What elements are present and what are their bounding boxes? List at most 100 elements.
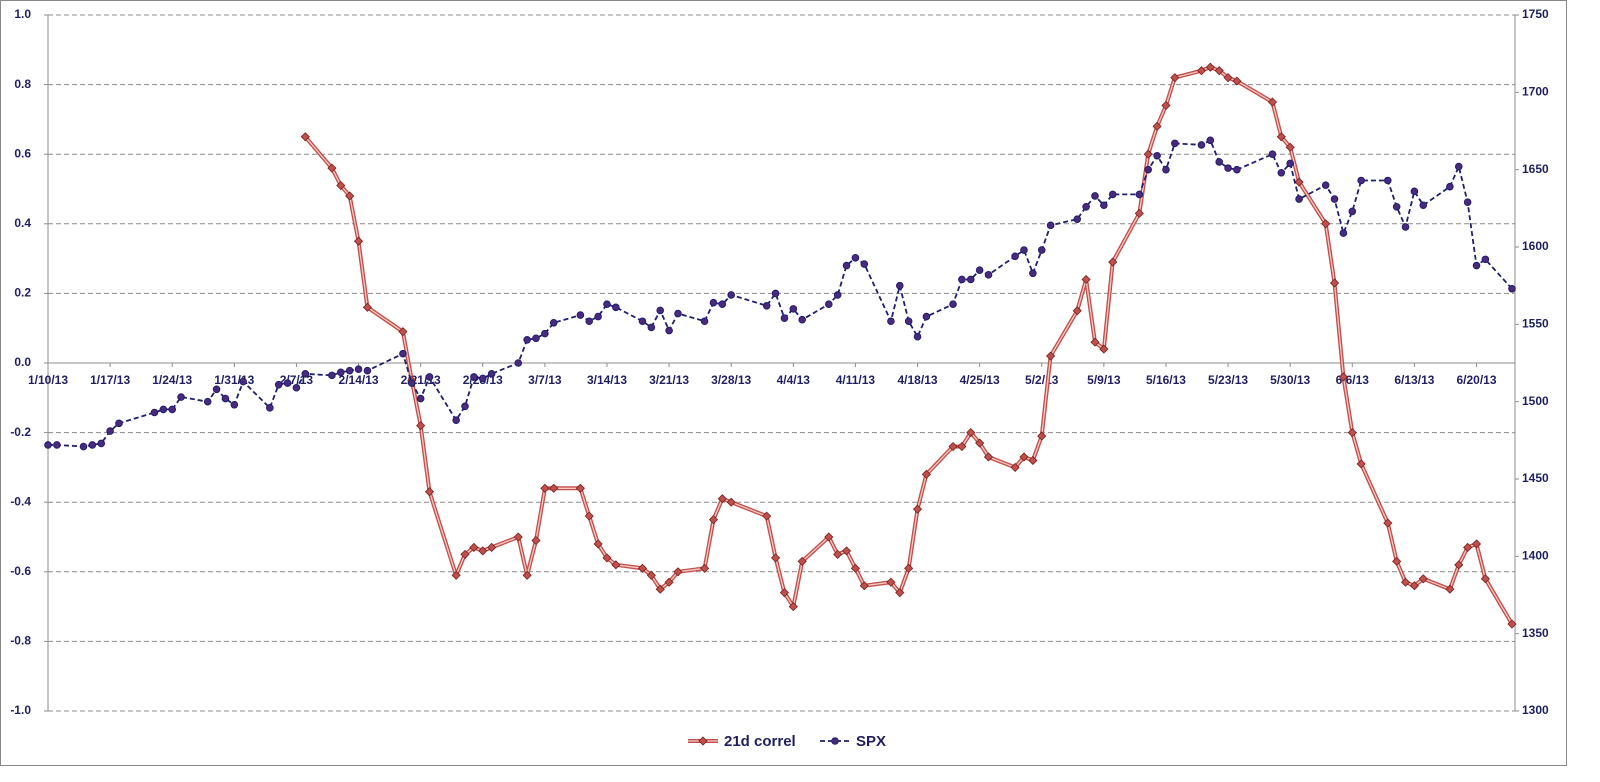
data-point <box>1073 215 1082 223</box>
x-tick-label: 4/4/13 <box>777 373 811 387</box>
data-point <box>150 408 159 417</box>
data-point <box>1383 176 1392 185</box>
data-point <box>1037 431 1047 441</box>
data-point <box>487 370 496 378</box>
y2-tick-label: 1400 <box>1522 549 1549 563</box>
data-point <box>1286 159 1294 168</box>
data-point <box>638 317 647 326</box>
data-point <box>363 366 372 375</box>
y2-tick-label: 1300 <box>1522 703 1549 717</box>
legend-marker <box>698 736 708 746</box>
y2-tick-label: 1750 <box>1522 7 1549 21</box>
y-tick-label: -0.6 <box>10 564 31 578</box>
data-point <box>674 309 682 318</box>
x-tick-label: 1/17/13 <box>90 373 130 387</box>
data-point <box>1392 556 1402 566</box>
data-point <box>1338 372 1348 382</box>
legend-label: SPX <box>856 733 886 750</box>
data-point <box>789 305 798 313</box>
data-point <box>345 366 354 375</box>
data-point <box>1471 539 1482 549</box>
data-point <box>328 371 336 380</box>
data-point <box>353 236 364 246</box>
data-point <box>266 404 274 412</box>
data-point <box>851 254 860 262</box>
data-point <box>1010 462 1020 472</box>
y2-tick-label: 1450 <box>1522 471 1549 485</box>
data-point <box>97 439 106 448</box>
x-tick-label: 5/2/13 <box>1025 373 1059 387</box>
x-tick-label: 3/28/13 <box>711 373 751 387</box>
data-point <box>514 359 523 367</box>
data-point <box>452 416 460 425</box>
data-point <box>1170 73 1180 83</box>
data-point <box>700 317 709 326</box>
data-point <box>1206 136 1215 145</box>
data-point <box>780 314 789 322</box>
data-point <box>948 441 958 452</box>
data-point <box>1357 176 1365 185</box>
data-point <box>1090 337 1100 347</box>
data-point <box>1197 141 1206 149</box>
data-point <box>88 441 97 449</box>
y2-tick-label: 1350 <box>1522 626 1549 640</box>
data-point <box>1329 278 1340 288</box>
x-tick-label: 5/30/13 <box>1270 373 1310 387</box>
data-point <box>416 421 426 431</box>
data-point <box>1347 428 1357 438</box>
data-point <box>416 394 425 403</box>
data-point <box>1161 100 1171 111</box>
data-point <box>788 602 798 612</box>
data-point <box>708 515 719 525</box>
data-point <box>1383 518 1393 528</box>
data-point <box>1224 164 1232 172</box>
data-point <box>904 317 913 326</box>
data-point <box>584 511 594 521</box>
data-point <box>798 315 806 324</box>
data-point <box>1028 455 1038 466</box>
data-point <box>904 563 914 573</box>
data-point <box>398 327 408 337</box>
data-point <box>576 311 585 319</box>
data-point <box>1480 574 1490 584</box>
data-point <box>399 349 407 358</box>
y-tick-label: -0.2 <box>10 425 31 439</box>
data-point <box>1445 584 1455 594</box>
data-point <box>612 303 620 312</box>
legend-label: 21d correl <box>724 733 796 750</box>
data-point <box>664 577 674 587</box>
x-tick-label: 2/14/13 <box>339 373 379 387</box>
x-tick-label: 6/13/13 <box>1394 373 1434 387</box>
data-point <box>1295 195 1303 203</box>
data-point <box>1508 284 1516 293</box>
data-point <box>718 300 727 309</box>
data-point <box>1134 208 1144 218</box>
data-point <box>354 365 363 373</box>
data-point <box>611 560 621 570</box>
data-point <box>1011 252 1019 261</box>
y2-tick-label: 1650 <box>1522 162 1549 176</box>
data-point <box>957 441 967 452</box>
data-point <box>966 275 975 284</box>
data-point <box>1046 351 1056 361</box>
data-point <box>1321 181 1330 189</box>
data-point <box>106 427 114 435</box>
y-tick-label: 1.0 <box>14 7 31 21</box>
data-point <box>1348 207 1357 216</box>
data-point <box>637 563 648 573</box>
data-point <box>1099 344 1109 354</box>
data-point <box>673 567 683 577</box>
data-point <box>424 487 435 497</box>
data-point <box>1392 202 1401 211</box>
chart-border <box>0 0 1567 766</box>
data-point <box>478 374 487 383</box>
y-tick-label: -0.4 <box>10 494 31 508</box>
data-point <box>1215 158 1223 166</box>
data-point <box>478 546 488 556</box>
data-point <box>522 570 532 580</box>
data-point <box>1454 162 1463 171</box>
data-point <box>1321 219 1331 229</box>
x-tick-label: 3/7/13 <box>528 373 562 387</box>
series-1 <box>44 136 1516 451</box>
series-line-highlight <box>304 66 1513 625</box>
